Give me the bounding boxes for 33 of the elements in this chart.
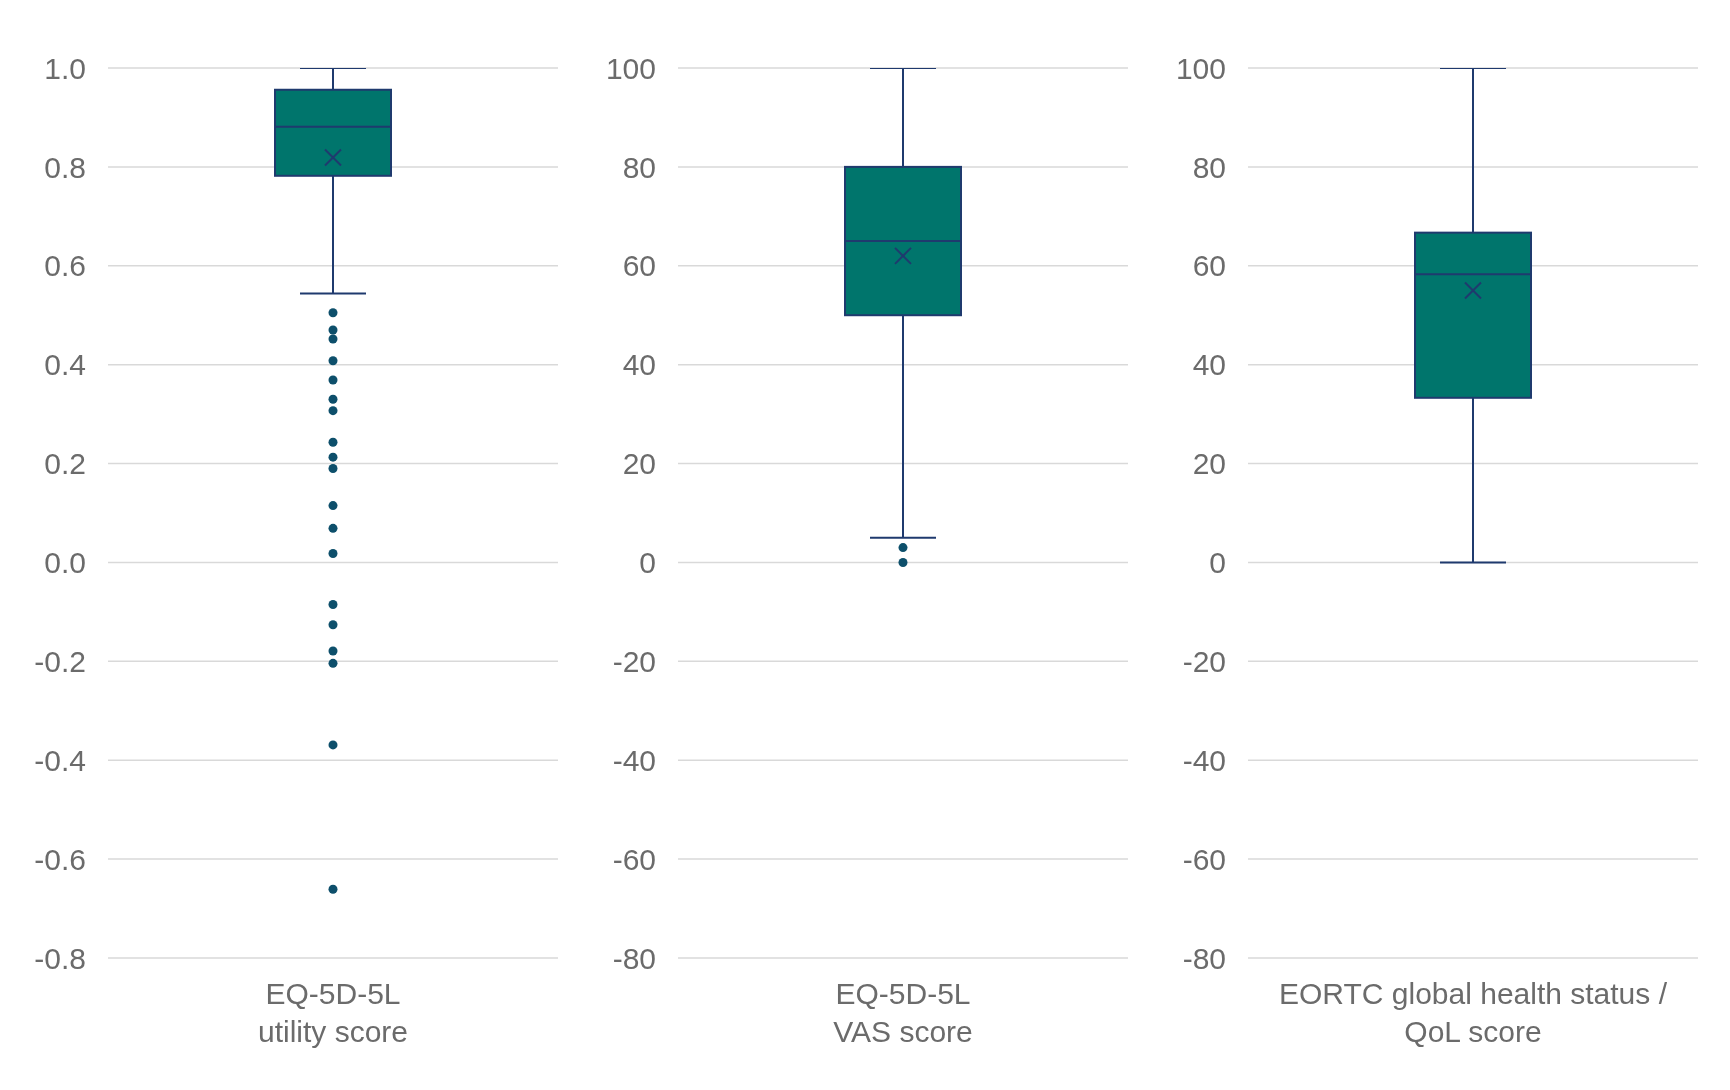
y-tick-label: 0.4: [44, 348, 86, 382]
y-tick-label: -80: [612, 941, 656, 975]
y-tick-label: 80: [622, 150, 656, 184]
y-tick-label: 0: [639, 546, 656, 580]
y-tick-label: -0.4: [34, 743, 86, 777]
y-tick-label: -40: [612, 743, 656, 777]
y-tick-label: 40: [622, 348, 656, 382]
y-tick-label: -0.8: [34, 941, 86, 975]
x-tick-label: EORTC global health status / QoL score: [1279, 977, 1668, 1048]
y-tick-label: 0.6: [44, 249, 86, 283]
y-tick-label: 60: [622, 249, 656, 283]
y-tick-label: -20: [1182, 644, 1226, 678]
y-tick-label: 100: [605, 51, 656, 85]
y-tick-label: -80: [1182, 941, 1226, 975]
x-tick-label: EQ-5D-5L utility score: [257, 977, 409, 1048]
y-tick-label: -40: [1182, 743, 1226, 777]
y-tick-label: 80: [1192, 150, 1226, 184]
y-tick-label: -60: [1182, 842, 1226, 876]
y-tick-label: 0: [1209, 546, 1226, 580]
y-tick-label: 60: [1192, 249, 1226, 283]
y-tick-label: 20: [1192, 447, 1226, 481]
y-tick-label: 0.2: [44, 447, 86, 481]
y-tick-label: 20: [622, 447, 656, 481]
y-tick-label: 100: [1175, 51, 1226, 85]
y-tick-label: -20: [612, 644, 656, 678]
y-tick-label: 0.8: [44, 150, 86, 184]
y-tick-label: 0.0: [44, 546, 86, 580]
x-tick-label: EQ-5D-5L VAS score: [833, 977, 973, 1048]
y-tick-label: 1.0: [44, 51, 86, 85]
y-tick-label: -0.6: [34, 842, 86, 876]
y-tick-label: 40: [1192, 348, 1226, 382]
y-tick-label: -0.2: [34, 644, 86, 678]
y-tick-label: -60: [612, 842, 656, 876]
